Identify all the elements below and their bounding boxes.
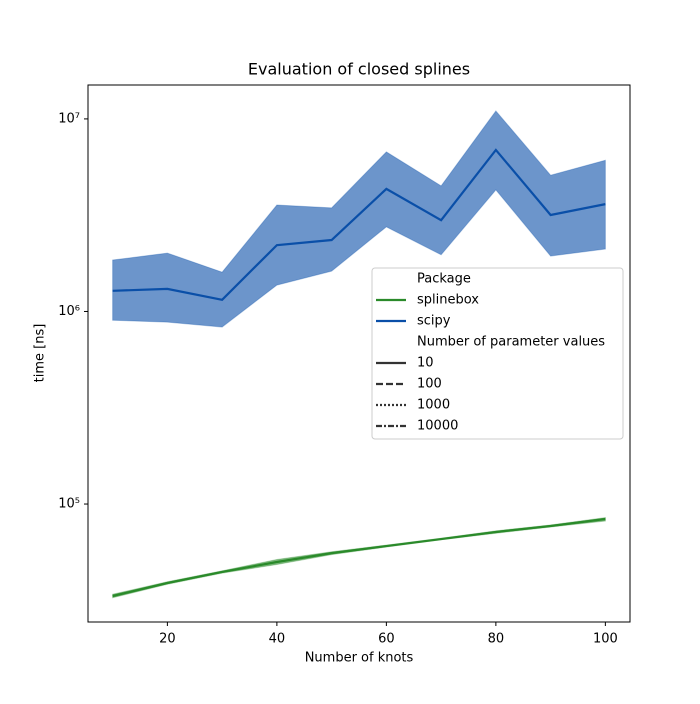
confidence-band bbox=[112, 517, 606, 599]
legend-label: scipy bbox=[417, 314, 451, 329]
legend-label: 10 bbox=[417, 356, 434, 371]
series-line bbox=[112, 148, 606, 301]
legend-label: 100 bbox=[417, 377, 442, 392]
legend-label: splinebox bbox=[417, 293, 479, 308]
confidence-band bbox=[112, 110, 606, 328]
x-tick-label: 40 bbox=[269, 632, 286, 647]
legend-title: Package bbox=[417, 272, 471, 287]
legend-title: Number of parameter values bbox=[417, 335, 605, 350]
y-tick-label: 10⁷ bbox=[58, 111, 80, 126]
legend-label: 10000 bbox=[417, 419, 458, 434]
x-tick-label: 80 bbox=[488, 632, 505, 647]
legend-label: 1000 bbox=[417, 398, 450, 413]
x-tick-label: 20 bbox=[159, 632, 176, 647]
x-axis-label: Number of knots bbox=[305, 651, 414, 666]
chart-title: Evaluation of closed splines bbox=[248, 60, 470, 79]
y-tick-label: 10⁵ bbox=[58, 497, 80, 512]
y-tick-label: 10⁶ bbox=[58, 304, 80, 319]
y-axis-label: time [ns] bbox=[33, 324, 48, 383]
plot-frame bbox=[87, 84, 631, 623]
legend-box bbox=[371, 267, 624, 440]
series-line bbox=[112, 517, 606, 598]
x-tick-label: 100 bbox=[593, 632, 618, 647]
x-tick-label: 60 bbox=[378, 632, 395, 647]
